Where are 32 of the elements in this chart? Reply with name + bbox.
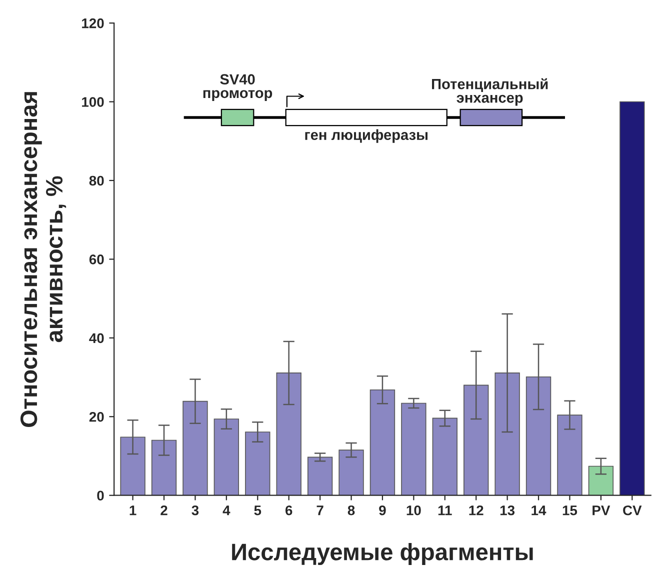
y-tick-label: 120 [82, 18, 104, 28]
y-tick-label: 60 [89, 254, 104, 264]
x-tick-label: 8 [348, 505, 355, 516]
x-tick-label: CV [623, 505, 642, 516]
y-tick-label: 40 [89, 333, 104, 344]
x-tick-label: 2 [160, 505, 168, 516]
x-tick-label: PV [592, 506, 610, 516]
x-tick-label: 10 [406, 505, 421, 516]
x-tick-label: 13 [500, 505, 515, 516]
x-tick-label: 4 [222, 506, 230, 516]
y-tick-label: 100 [82, 97, 104, 107]
x-tick-label: 12 [469, 505, 484, 516]
annotation: Потенциальный энхансер [432, 78, 548, 106]
bar [307, 456, 333, 496]
x-tick-label: 7 [316, 506, 324, 516]
y-tick-label: 20 [89, 412, 104, 422]
x-tick-label: 11 [438, 506, 452, 516]
x-tick-label: 6 [285, 505, 292, 516]
annotation: SV40 промотор [203, 74, 272, 101]
x-tick-label: 9 [379, 505, 386, 516]
x-tick-label: 14 [532, 506, 546, 516]
x-tick-label: 1 [130, 506, 136, 516]
y-axis-title: Относительная энхансерная активность, % [20, 92, 66, 427]
y-tick-label: 80 [89, 176, 104, 186]
bar [401, 402, 426, 496]
x-axis-title: Исследуемые фрагменты [232, 543, 533, 566]
x-tick-label: 15 [562, 506, 578, 516]
bar [620, 101, 645, 496]
y-tick-label: 0 [97, 490, 104, 501]
x-tick-label: 3 [192, 505, 199, 516]
x-tick-label: 5 [254, 506, 262, 516]
annotation: ген люциферазы [305, 129, 428, 143]
